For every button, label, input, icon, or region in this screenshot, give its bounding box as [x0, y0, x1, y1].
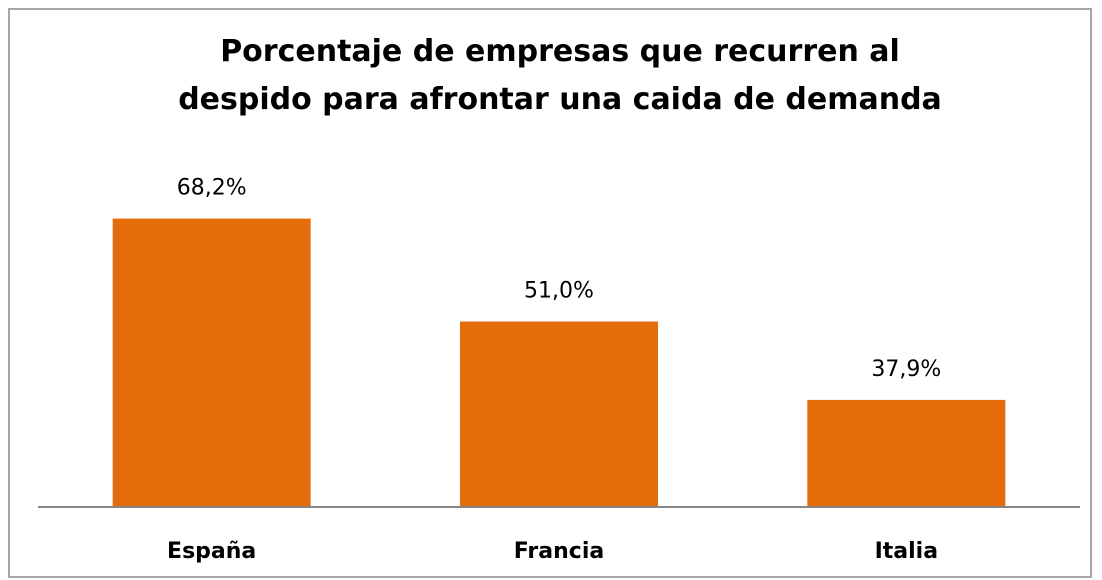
bar	[460, 321, 658, 507]
data-label: 37,9%	[871, 357, 941, 382]
x-tick-label: Francia	[514, 539, 604, 564]
bar	[807, 399, 1006, 507]
data-label: 51,0%	[524, 279, 594, 304]
chart-title: Porcentaje de empresas que recurren al d…	[178, 34, 942, 117]
x-tick-label: España	[167, 539, 256, 564]
bar	[112, 218, 311, 507]
data-label: 68,2%	[177, 176, 247, 201]
chart-border	[8, 8, 1092, 578]
x-tick-label: Italia	[875, 539, 938, 564]
